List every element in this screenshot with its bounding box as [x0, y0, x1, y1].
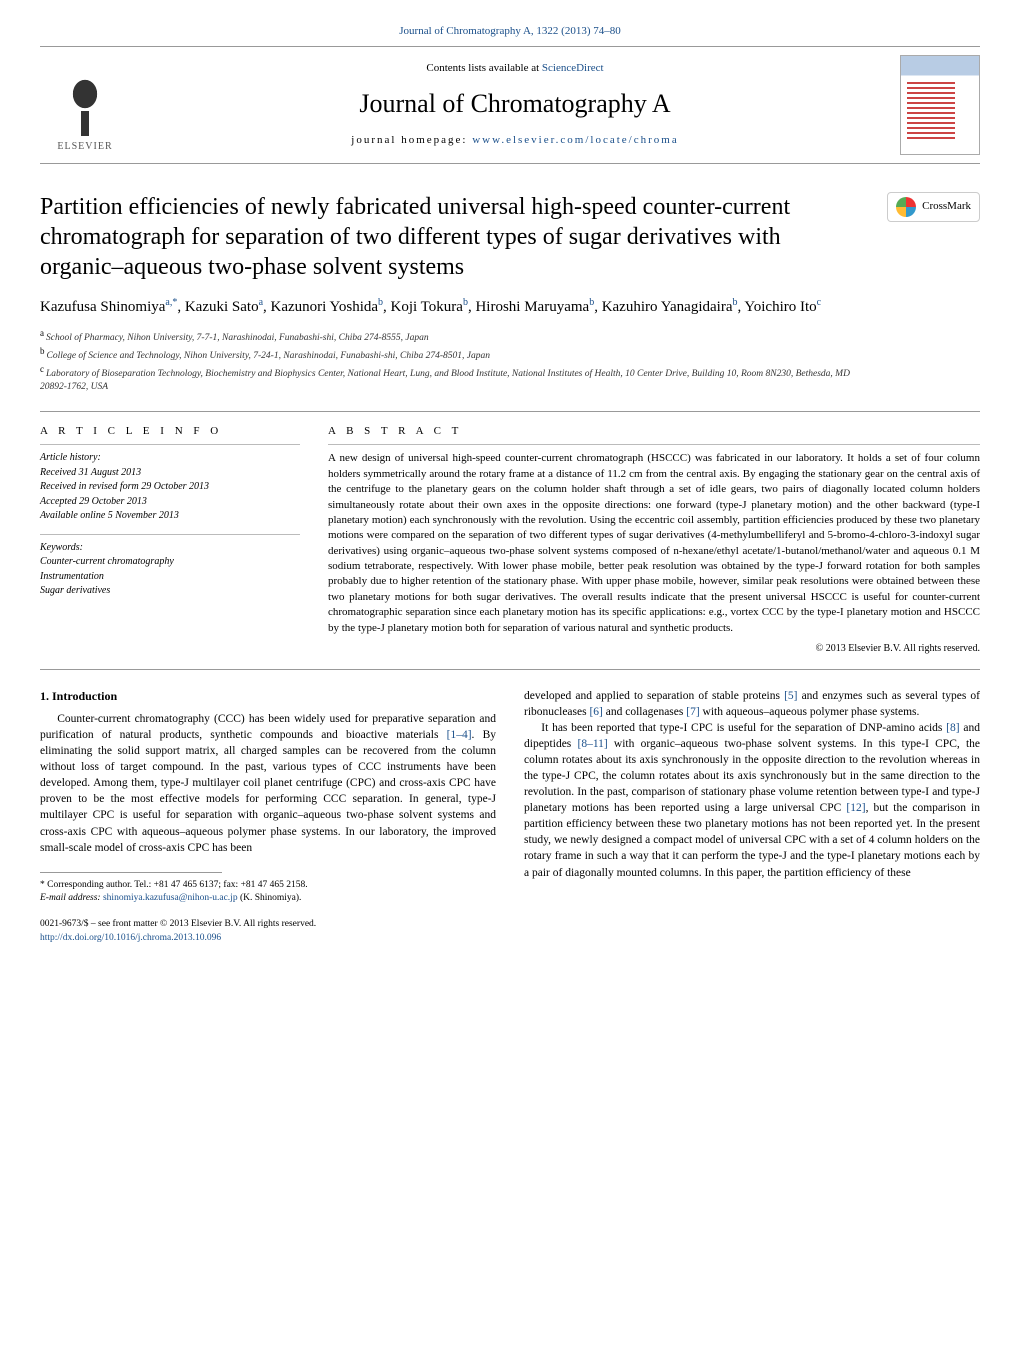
elsevier-tree-icon — [50, 66, 120, 136]
contents-line: Contents lists available at ScienceDirec… — [146, 61, 884, 77]
body-paragraph: developed and applied to separation of s… — [524, 688, 980, 720]
keywords-block: Keywords: Counter-current chromatography… — [40, 541, 300, 599]
abstract-rule — [328, 444, 980, 445]
info-abstract-row: A R T I C L E I N F O Article history: R… — [40, 424, 980, 656]
article-title: Partition efficiencies of newly fabricat… — [40, 192, 867, 282]
publisher-name: ELSEVIER — [57, 140, 112, 155]
abstract-copyright: © 2013 Elsevier B.V. All rights reserved… — [328, 642, 980, 657]
body-columns: 1. Introduction Counter-current chromato… — [40, 688, 980, 946]
journal-name: Journal of Chromatography A — [146, 85, 884, 123]
journal-header: ELSEVIER Contents lists available at Sci… — [40, 46, 980, 164]
abstract-text: A new design of universal high-speed cou… — [328, 451, 980, 636]
homepage-prefix: journal homepage: — [351, 134, 472, 146]
divider — [40, 669, 980, 670]
doi-link[interactable]: http://dx.doi.org/10.1016/j.chroma.2013.… — [40, 933, 221, 943]
email-link[interactable]: shinomiya.kazufusa@nihon-u.ac.jp — [103, 893, 238, 903]
header-center: Contents lists available at ScienceDirec… — [146, 61, 884, 149]
email-label: E-mail address: — [40, 893, 103, 903]
publisher-logo: ELSEVIER — [40, 55, 130, 155]
history-line: Received in revised form 29 October 2013 — [40, 480, 300, 495]
article-info-head: A R T I C L E I N F O — [40, 424, 300, 440]
running-head: Journal of Chromatography A, 1322 (2013)… — [40, 24, 980, 40]
body-paragraph: Counter-current chromatography (CCC) has… — [40, 711, 496, 856]
divider — [40, 411, 980, 412]
email-suffix: (K. Shinomiya). — [238, 893, 302, 903]
crossmark-icon — [896, 197, 916, 217]
section-heading: 1. Introduction — [40, 688, 496, 705]
body-paragraph: It has been reported that type-I CPC is … — [524, 720, 980, 881]
affiliations: aSchool of Pharmacy, Nihon University, 7… — [40, 327, 867, 394]
bottom-meta: 0021-9673/$ – see front matter © 2013 El… — [40, 918, 496, 946]
history-line: Accepted 29 October 2013 — [40, 495, 300, 510]
sciencedirect-link[interactable]: ScienceDirect — [542, 62, 604, 74]
left-column: 1. Introduction Counter-current chromato… — [40, 688, 496, 946]
info-rule — [40, 444, 300, 445]
history-line: Received 31 August 2013 — [40, 466, 300, 481]
crossmark-label: CrossMark — [922, 199, 971, 215]
issn-line: 0021-9673/$ – see front matter © 2013 El… — [40, 918, 496, 932]
history-line: Available online 5 November 2013 — [40, 509, 300, 524]
title-block: Partition efficiencies of newly fabricat… — [40, 192, 980, 399]
article-info: A R T I C L E I N F O Article history: R… — [40, 424, 300, 656]
info-rule — [40, 534, 300, 535]
crossmark-badge[interactable]: CrossMark — [887, 192, 980, 222]
history-label: Article history: — [40, 451, 300, 466]
article-history: Article history: Received 31 August 2013… — [40, 451, 300, 524]
abstract: A B S T R A C T A new design of universa… — [328, 424, 980, 656]
running-head-link[interactable]: Journal of Chromatography A, 1322 (2013)… — [399, 25, 621, 37]
keyword: Counter-current chromatography — [40, 555, 300, 570]
keyword: Instrumentation — [40, 570, 300, 585]
keywords-label: Keywords: — [40, 541, 300, 556]
keyword: Sugar derivatives — [40, 584, 300, 599]
journal-cover-thumb — [900, 55, 980, 155]
right-column: developed and applied to separation of s… — [524, 688, 980, 946]
footnote-rule — [40, 872, 222, 873]
author-list: Kazufusa Shinomiyaa,*, Kazuki Satoa, Kaz… — [40, 296, 867, 319]
corr-line: * Corresponding author. Tel.: +81 47 465… — [40, 879, 496, 892]
abstract-head: A B S T R A C T — [328, 424, 980, 440]
corresponding-footnote: * Corresponding author. Tel.: +81 47 465… — [40, 879, 496, 905]
homepage-link[interactable]: www.elsevier.com/locate/chroma — [472, 134, 679, 146]
email-line: E-mail address: shinomiya.kazufusa@nihon… — [40, 892, 496, 905]
contents-prefix: Contents lists available at — [426, 62, 541, 74]
homepage-line: journal homepage: www.elsevier.com/locat… — [146, 133, 884, 149]
